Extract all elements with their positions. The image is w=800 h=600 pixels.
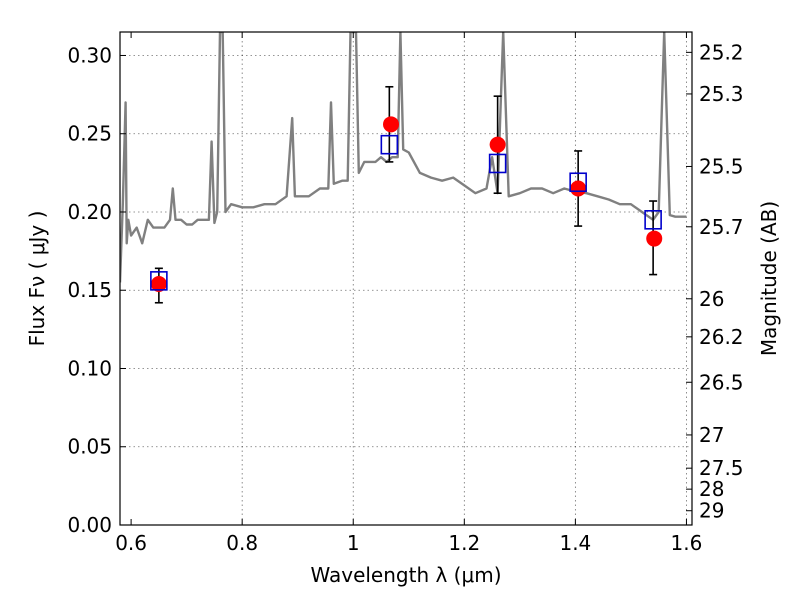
x-tick-label: 1.2 <box>448 531 480 555</box>
y-tick-label: 0.10 <box>67 356 112 380</box>
marker-layer <box>150 116 663 292</box>
model-point <box>489 136 506 153</box>
x-tick-label: 0.6 <box>115 531 147 555</box>
y2-tick-label: 26.5 <box>699 370 744 394</box>
y-tick-label: 0.05 <box>67 435 112 459</box>
model-point <box>646 230 663 247</box>
model-point <box>570 180 587 197</box>
y-tick-label: 0.25 <box>67 122 112 146</box>
y-tick-label: 0.00 <box>67 513 112 537</box>
y2-tick-label: 26.2 <box>699 325 744 349</box>
spectrum-layer <box>120 32 687 283</box>
grid-layer <box>120 32 692 525</box>
observed-point <box>150 271 168 291</box>
observed-point <box>644 210 662 230</box>
y2-tick-label: 25.2 <box>699 40 744 64</box>
plot-frame <box>119 31 693 526</box>
observed-point <box>380 134 399 155</box>
y2-tick-label: 28 <box>699 477 724 501</box>
spectrum-line <box>120 32 687 283</box>
x-axis-label: Wavelength λ (μm) <box>310 563 501 587</box>
x-tick-label: 1.4 <box>559 531 591 555</box>
y2-tick-label: 26 <box>699 287 724 311</box>
y2-tick-label: 27.5 <box>699 456 744 480</box>
y2-tick-label: 25.7 <box>699 215 744 239</box>
y2-tick-label: 25.3 <box>699 82 744 106</box>
observed-point <box>488 153 507 174</box>
y2-tick-label: 25.5 <box>699 154 744 178</box>
model-point <box>383 116 400 133</box>
y2-tick-label: 27 <box>699 423 724 447</box>
y-tick-label: 0.15 <box>67 278 112 302</box>
model-point <box>150 275 167 292</box>
x-tick-label: 1 <box>347 531 360 555</box>
x-tick-label: 1.6 <box>671 531 703 555</box>
y-tick-label: 0.30 <box>67 43 112 67</box>
y-axis-label: Flux Fν ( μJy ) <box>25 211 49 347</box>
y-tick-label: 0.20 <box>67 200 112 224</box>
y2-tick-label: 29 <box>699 499 724 523</box>
y2-axis-label: Magnitude (AB) <box>757 201 781 356</box>
observed-point <box>569 172 587 193</box>
tick-layer: 0.6 0.8 1 1.2 1.4 1.6 0.00 0.05 0.10 0.15 0.20 0.25… <box>67 32 744 555</box>
x-tick-label: 0.8 <box>226 531 258 555</box>
